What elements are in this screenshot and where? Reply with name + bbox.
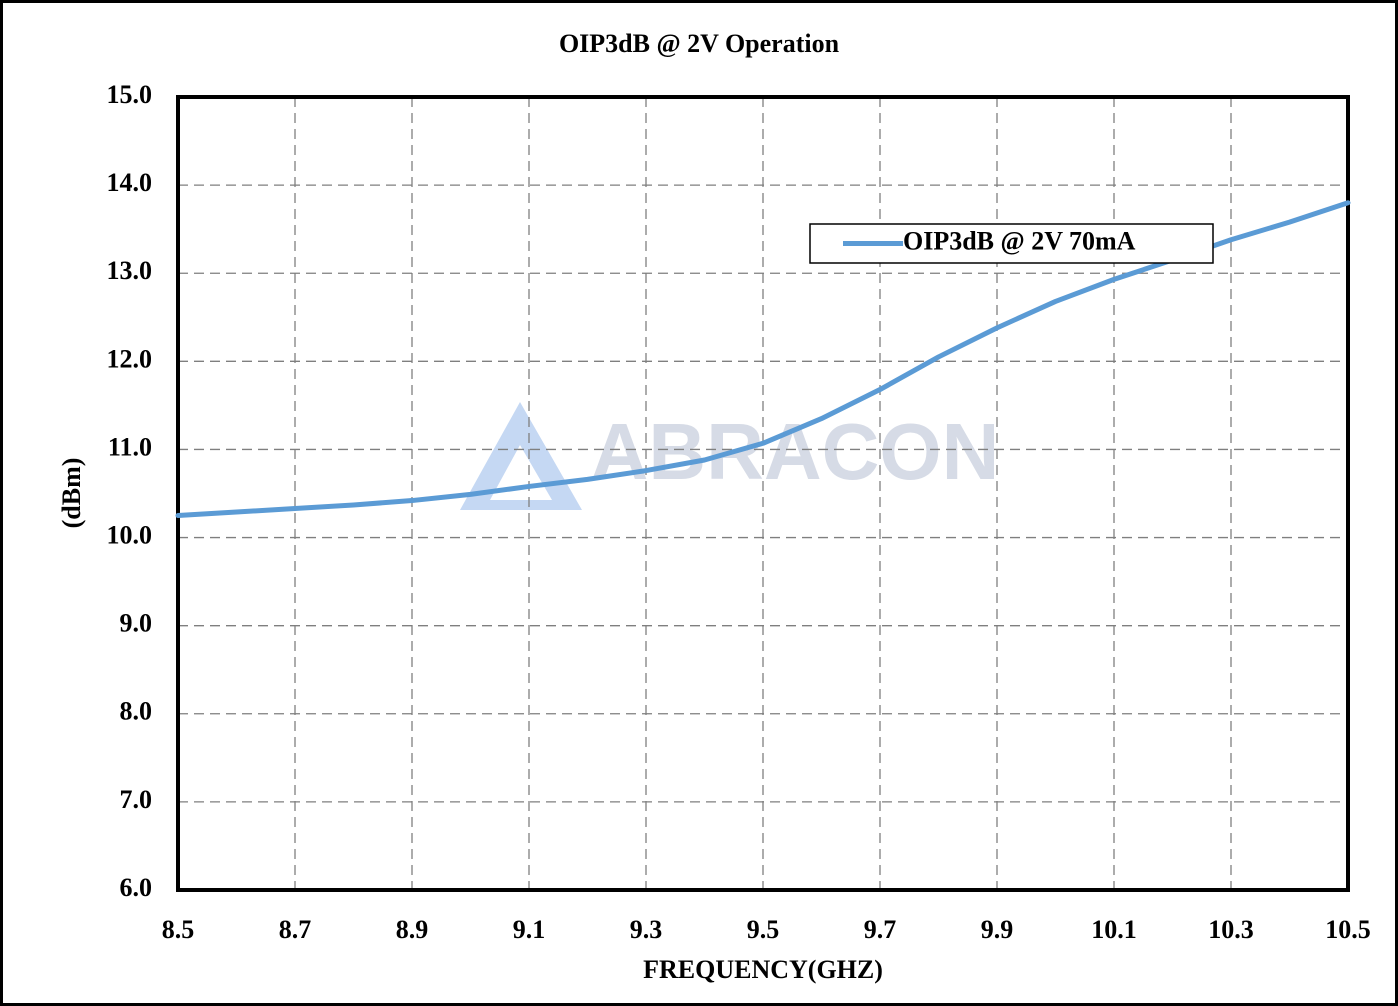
watermark: ABRACON [591,407,1000,496]
x-tick-label: 9.5 [747,915,780,944]
y-tick-label: 7.0 [120,785,153,814]
y-tick-label: 14.0 [107,168,153,197]
y-tick-label: 10.0 [107,521,153,550]
x-tick-label: 9.3 [630,915,663,944]
x-tick-label: 9.7 [864,915,897,944]
chart-title: OIP3dB @ 2V Operation [559,29,840,58]
x-tick-label: 9.9 [981,915,1014,944]
x-tick-label: 8.9 [396,915,429,944]
x-tick-label: 8.5 [162,915,195,944]
plot-border [176,95,1350,892]
y-tick-label: 8.0 [120,697,153,726]
y-tick-label: 9.0 [120,609,153,638]
x-tick-label: 10.5 [1325,915,1371,944]
x-axis-label: FREQUENCY(GHZ) [643,955,883,984]
x-tick-label: 10.3 [1208,915,1254,944]
x-tick-label: 10.1 [1091,915,1137,944]
legend-label: OIP3dB @ 2V 70mA [903,226,1136,255]
y-tick-label: 11.0 [108,432,152,461]
x-tick-label: 9.1 [513,915,546,944]
x-tick-label: 8.7 [279,915,312,944]
data-line [175,200,1351,519]
y-tick-label: 15.0 [107,80,153,109]
y-tick-label: 12.0 [107,344,153,373]
y-tick-label: 6.0 [120,873,153,902]
y-tick-label: 13.0 [107,256,153,285]
y-axis-label: (dBm) [57,458,86,529]
